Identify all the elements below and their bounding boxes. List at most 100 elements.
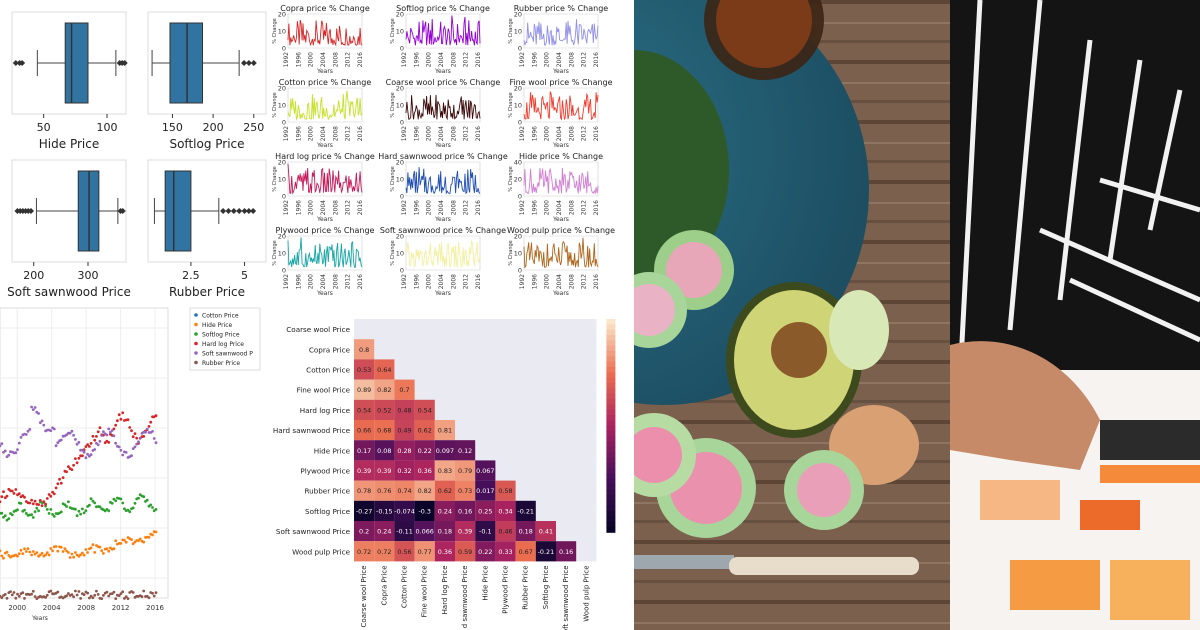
heatmap-cell xyxy=(475,480,496,501)
scatter-point xyxy=(2,556,5,560)
box-frame xyxy=(147,11,267,115)
scatter-point xyxy=(24,550,28,553)
ytick-label: 10 xyxy=(278,28,286,36)
col-label: Plywood Price xyxy=(502,565,510,613)
outlier-point xyxy=(225,208,232,214)
heatmap-cell xyxy=(374,440,395,461)
scatter-point xyxy=(98,545,102,549)
knife-blade xyxy=(634,555,734,569)
scatter-point xyxy=(98,505,102,509)
colorbar-segment xyxy=(606,510,616,517)
xtick-label: 1996 xyxy=(531,52,538,67)
scatter-point xyxy=(5,550,9,554)
xtick-label: 2000 xyxy=(544,52,551,67)
scatter-point xyxy=(131,506,135,510)
scatter-point xyxy=(19,436,23,439)
xtick-label: 2012 xyxy=(345,200,352,215)
colorbar-segment xyxy=(606,372,616,379)
legend-label: Softlog Price xyxy=(202,332,240,339)
cell-value: -0.21 xyxy=(517,507,534,515)
heatmap-cell xyxy=(394,460,415,481)
heatmap-cell xyxy=(455,440,476,461)
scatter-point xyxy=(117,445,121,449)
xlabel: Years xyxy=(552,216,569,223)
xtick-label: 2012 xyxy=(345,274,352,289)
ytick-label: 0 xyxy=(282,45,286,53)
scatter-point xyxy=(91,434,95,438)
heatmap-cell xyxy=(354,339,375,360)
scatter-point xyxy=(10,593,14,597)
xtick-label: 1996 xyxy=(413,274,420,289)
scatter-point xyxy=(65,505,68,508)
scatter-point xyxy=(33,499,37,503)
heatmap-cell xyxy=(374,379,395,400)
row-label: Soft sawnwood Price xyxy=(276,527,351,536)
scatter-point xyxy=(33,406,37,409)
heatmap-cell xyxy=(374,460,395,481)
scatter-point xyxy=(135,442,139,446)
colorbar-segment xyxy=(606,462,616,469)
ytick-label: 0 xyxy=(400,45,404,53)
cell-value: -0.074 xyxy=(394,507,415,515)
xtick-label: 1992 xyxy=(519,52,526,67)
scatter-point xyxy=(56,482,60,486)
scatter-point xyxy=(0,500,2,504)
heatmap-cell xyxy=(374,359,395,380)
xtick-label: 1996 xyxy=(413,126,420,141)
mini-chart: Cotton price % Change 0 10 20% Change 1992 19… xyxy=(272,78,371,149)
scatter-point xyxy=(102,430,105,434)
heatmap-cell xyxy=(495,521,516,542)
xtick-label: 2012 xyxy=(345,52,352,67)
scatter-point xyxy=(68,556,72,559)
ytick-label: 0 xyxy=(282,267,286,275)
scatter-point xyxy=(40,419,44,423)
heatmap-cell xyxy=(434,500,455,521)
scatter-point xyxy=(119,542,123,545)
scatter-point xyxy=(123,538,126,542)
scatter-point xyxy=(24,433,28,436)
scatter-point xyxy=(152,594,156,598)
xtick-label: 2012 xyxy=(463,274,470,289)
scatter-point xyxy=(17,492,21,496)
colorbar-segment xyxy=(606,356,616,363)
heatmap-cell xyxy=(394,500,415,521)
cell-value: 0.18 xyxy=(438,528,452,536)
heatmap-cell xyxy=(535,521,556,542)
scatter-point xyxy=(75,461,79,465)
scatter-point xyxy=(61,550,65,553)
colorbar-segment xyxy=(606,340,616,347)
outlier-point xyxy=(241,208,248,214)
cell-value: 0.17 xyxy=(357,447,371,455)
colorbar-segment xyxy=(606,393,616,400)
xtick-label: 2004 xyxy=(438,274,445,289)
xtick-label: 2008 xyxy=(332,274,339,289)
colorbar-segment xyxy=(606,404,616,411)
box-plot: 50 100 Hide Price xyxy=(11,11,128,151)
xlabel: Years xyxy=(434,290,451,297)
heatmap-cell xyxy=(354,399,375,420)
xtick-label: 2012 xyxy=(581,126,588,141)
mini-title: Soft sawnwood price % Change xyxy=(380,226,506,235)
xtick-label: 2004 xyxy=(320,126,327,141)
series-line xyxy=(523,167,599,195)
ytick-label: 20 xyxy=(396,159,404,167)
cell-value: 0.22 xyxy=(418,447,432,455)
series-line xyxy=(287,237,363,268)
scatter-point xyxy=(110,501,114,505)
ytick-label: 20 xyxy=(278,85,286,93)
scatter-point xyxy=(65,433,68,437)
xtick-label: 2012 xyxy=(581,274,588,289)
colorbar-segment xyxy=(606,521,616,528)
scatter-point xyxy=(119,448,123,452)
cell-value: -0.11 xyxy=(396,528,413,536)
colorbar-segment xyxy=(606,350,616,357)
mini-title: Hide price % Change xyxy=(519,152,603,161)
scatter-point xyxy=(86,452,89,456)
scatter-point xyxy=(140,595,144,598)
scatter-point xyxy=(144,430,147,434)
scatter-point xyxy=(31,516,35,519)
scatter-point xyxy=(54,444,58,448)
scatter-point xyxy=(72,433,75,437)
scatter-point xyxy=(88,503,91,507)
box-plots: 50 100 Hide Price 150 200 250 Softlog Price 200… xyxy=(7,11,267,299)
